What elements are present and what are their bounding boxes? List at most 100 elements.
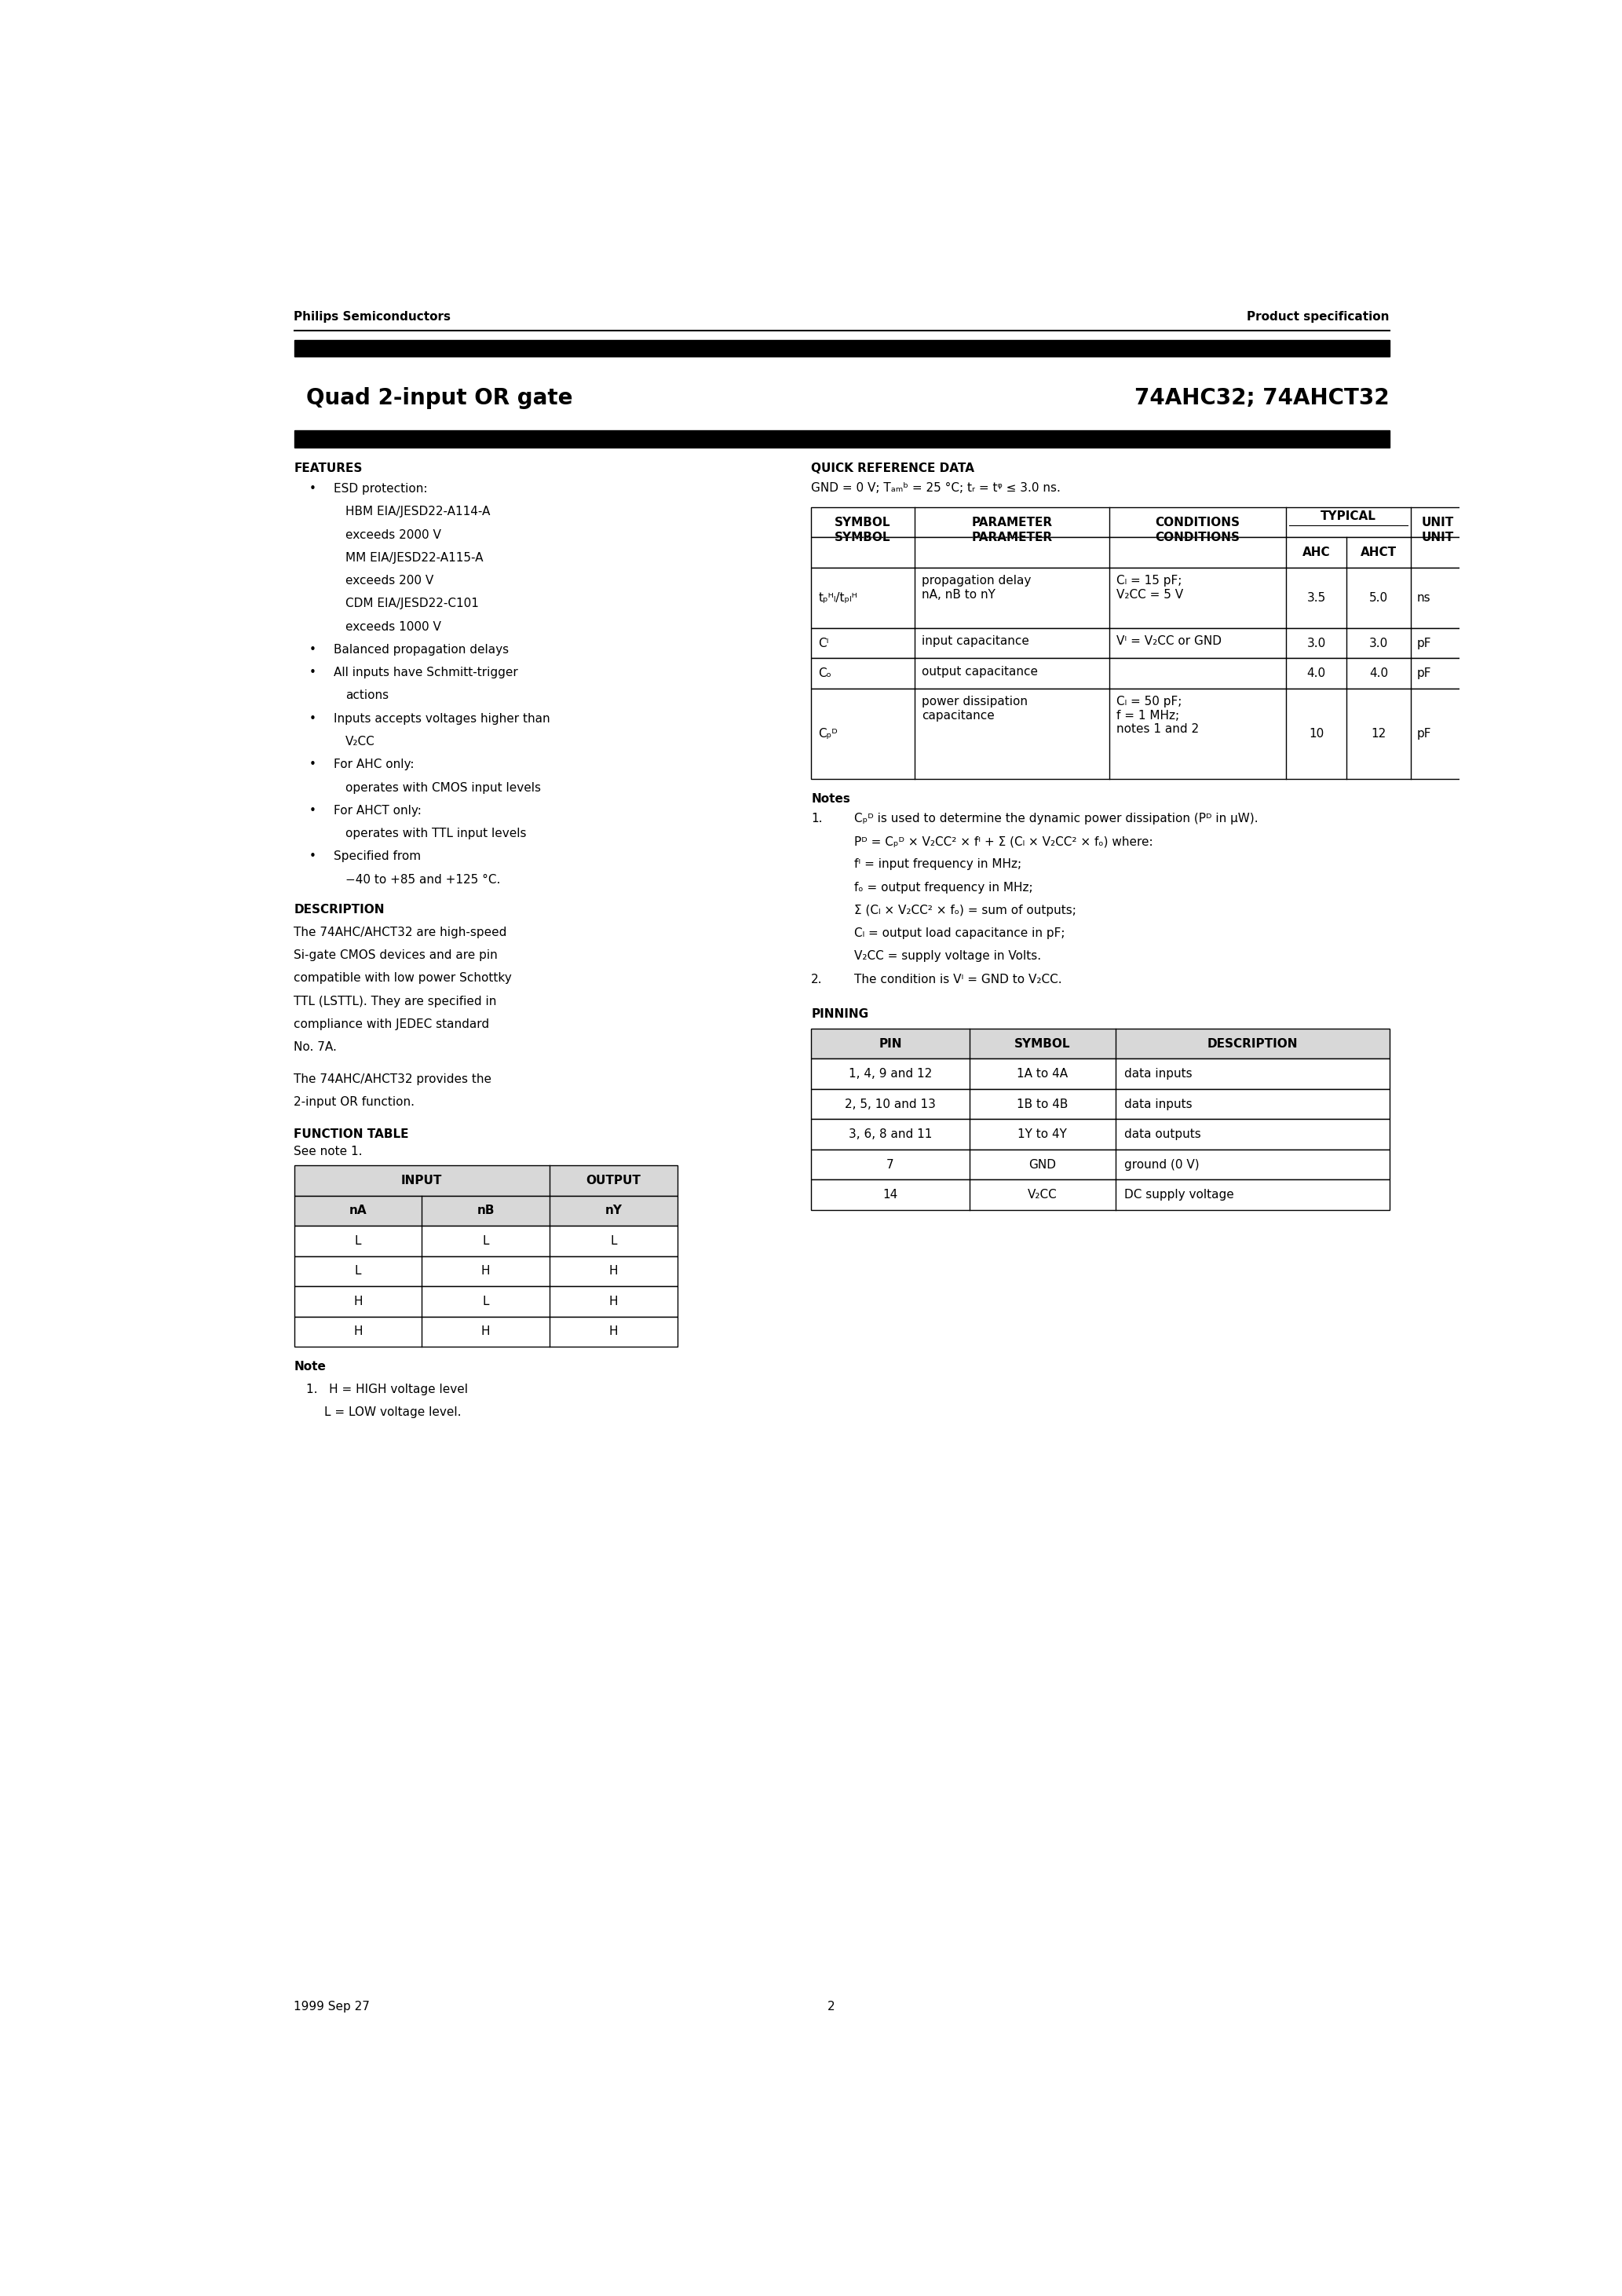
Text: Notes: Notes [811, 792, 850, 806]
Text: GND = 0 V; Tₐₘᵇ = 25 °C; tᵣ = tᵠ ≤ 3.0 ns.: GND = 0 V; Tₐₘᵇ = 25 °C; tᵣ = tᵠ ≤ 3.0 n… [811, 482, 1061, 494]
Text: Si-gate CMOS devices and are pin: Si-gate CMOS devices and are pin [294, 951, 498, 962]
Text: L: L [610, 1235, 616, 1247]
Text: SYMBOL: SYMBOL [835, 530, 890, 544]
Text: V₂CC: V₂CC [1028, 1189, 1058, 1201]
Text: The 74AHC/AHCT32 provides the: The 74AHC/AHCT32 provides the [294, 1075, 491, 1086]
Text: ESD protection:: ESD protection: [334, 482, 427, 496]
Text: Product specification: Product specification [1247, 312, 1388, 324]
Text: •: • [310, 804, 316, 817]
Bar [811, 1150, 1388, 1180]
Text: 12: 12 [1371, 728, 1387, 739]
Text: data outputs: data outputs [1124, 1127, 1202, 1141]
Text: Quad 2-input OR gate: Quad 2-input OR gate [307, 386, 573, 409]
Text: Vᴵ = V₂CC or GND: Vᴵ = V₂CC or GND [1116, 636, 1221, 647]
Text: TTL (LSTTL). They are specified in: TTL (LSTTL). They are specified in [294, 996, 496, 1008]
Text: operates with CMOS input levels: operates with CMOS input levels [345, 781, 542, 794]
Text: 3, 6, 8 and 11: 3, 6, 8 and 11 [848, 1127, 933, 1141]
Bar [811, 1029, 1388, 1058]
Text: output capacitance: output capacitance [921, 666, 1038, 677]
Text: 1Y to 4Y: 1Y to 4Y [1017, 1127, 1067, 1141]
Bar [294, 1226, 678, 1256]
Text: 3.0: 3.0 [1369, 638, 1388, 650]
Text: PARAMETER: PARAMETER [972, 530, 1053, 544]
Text: SYMBOL: SYMBOL [835, 530, 890, 544]
Text: pF: pF [1416, 668, 1431, 680]
Text: Σ (Cₗ × V₂CC² × fₒ) = sum of outputs;: Σ (Cₗ × V₂CC² × fₒ) = sum of outputs; [853, 905, 1075, 916]
Text: Specified from: Specified from [334, 850, 420, 863]
Text: Cₚᴰ is used to determine the dynamic power dissipation (Pᴰ in μW).: Cₚᴰ is used to determine the dynamic pow… [853, 813, 1257, 824]
Text: H: H [608, 1265, 618, 1277]
Text: H: H [608, 1325, 618, 1339]
Text: DC supply voltage: DC supply voltage [1124, 1189, 1234, 1201]
Text: 4.0: 4.0 [1369, 668, 1388, 680]
Bar [811, 567, 1465, 629]
Text: compliance with JEDEC standard: compliance with JEDEC standard [294, 1019, 490, 1031]
Text: −40 to +85 and +125 °C.: −40 to +85 and +125 °C. [345, 872, 501, 886]
Text: •: • [310, 712, 316, 726]
Text: power dissipation
capacitance: power dissipation capacitance [921, 696, 1028, 721]
Text: 74AHC32; 74AHCT32: 74AHC32; 74AHCT32 [1134, 386, 1388, 409]
Text: For AHC only:: For AHC only: [334, 758, 414, 771]
Text: UNIT: UNIT [1422, 517, 1453, 528]
Text: HBM EIA/JESD22-A114-A: HBM EIA/JESD22-A114-A [345, 505, 490, 519]
Text: tₚᴴₗ/tₚₗᴴ: tₚᴴₗ/tₚₗᴴ [819, 592, 858, 604]
Text: Cᴵ: Cᴵ [819, 638, 829, 650]
Text: Balanced propagation delays: Balanced propagation delays [334, 643, 509, 657]
Text: exceeds 1000 V: exceeds 1000 V [345, 620, 441, 634]
Text: For AHCT only:: For AHCT only: [334, 804, 422, 817]
Text: 5.0: 5.0 [1369, 592, 1388, 604]
Text: TYPICAL: TYPICAL [1320, 510, 1375, 521]
Text: 2, 5, 10 and 13: 2, 5, 10 and 13 [845, 1097, 936, 1109]
Text: Note: Note [294, 1362, 326, 1373]
Bar [294, 1166, 678, 1196]
Text: •: • [310, 643, 316, 657]
Text: 1A to 4A: 1A to 4A [1017, 1068, 1067, 1079]
Text: H: H [482, 1325, 490, 1339]
Text: Pᴰ = Cₚᴰ × V₂CC² × fᴵ + Σ (Cₗ × V₂CC² × fₒ) where:: Pᴰ = Cₚᴰ × V₂CC² × fᴵ + Σ (Cₗ × V₂CC² × … [853, 836, 1153, 847]
Text: L: L [355, 1235, 362, 1247]
Text: 2: 2 [827, 2002, 835, 2014]
Text: CONDITIONS: CONDITIONS [1155, 530, 1239, 544]
Text: FUNCTION TABLE: FUNCTION TABLE [294, 1130, 409, 1141]
Text: exceeds 200 V: exceeds 200 V [345, 574, 433, 588]
Text: PINNING: PINNING [811, 1008, 869, 1019]
Text: nB: nB [477, 1205, 495, 1217]
Text: PIN: PIN [879, 1038, 902, 1049]
Text: fₒ = output frequency in MHz;: fₒ = output frequency in MHz; [853, 882, 1033, 893]
Text: L: L [482, 1295, 488, 1306]
Text: PARAMETER: PARAMETER [972, 517, 1053, 528]
Text: See note 1.: See note 1. [294, 1146, 363, 1157]
Text: No. 7A.: No. 7A. [294, 1042, 337, 1054]
Text: 3.5: 3.5 [1307, 592, 1325, 604]
Bar [811, 1088, 1388, 1118]
Text: The 74AHC/AHCT32 are high-speed: The 74AHC/AHCT32 are high-speed [294, 928, 508, 939]
Text: operates with TTL input levels: operates with TTL input levels [345, 827, 527, 840]
Text: exceeds 2000 V: exceeds 2000 V [345, 528, 441, 542]
Text: pF: pF [1416, 638, 1431, 650]
Bar [811, 1180, 1388, 1210]
Text: INPUT: INPUT [401, 1176, 443, 1187]
Bar [294, 1196, 678, 1226]
Text: SYMBOL: SYMBOL [1014, 1038, 1071, 1049]
Text: nY: nY [605, 1205, 623, 1217]
Text: Philips Semiconductors: Philips Semiconductors [294, 312, 451, 324]
Bar [294, 1286, 678, 1316]
Bar [294, 1316, 678, 1348]
Text: ns: ns [1416, 592, 1431, 604]
Text: propagation delay
nA, nB to nY: propagation delay nA, nB to nY [921, 574, 1032, 599]
Text: 1999 Sep 27: 1999 Sep 27 [294, 2002, 370, 2014]
Bar [294, 340, 1388, 356]
Text: compatible with low power Schottky: compatible with low power Schottky [294, 974, 513, 985]
Text: DESCRIPTION: DESCRIPTION [294, 905, 384, 916]
Text: The condition is Vᴵ = GND to V₂CC.: The condition is Vᴵ = GND to V₂CC. [853, 974, 1061, 985]
Text: GND: GND [1028, 1159, 1056, 1171]
Text: 2-input OR function.: 2-input OR function. [294, 1097, 415, 1109]
Text: 14: 14 [882, 1189, 899, 1201]
Text: OUTPUT: OUTPUT [586, 1176, 641, 1187]
Bar [811, 1058, 1388, 1088]
Text: Cₗ = 50 pF;
f = 1 MHz;
notes 1 and 2: Cₗ = 50 pF; f = 1 MHz; notes 1 and 2 [1116, 696, 1199, 735]
Text: All inputs have Schmitt-trigger: All inputs have Schmitt-trigger [334, 666, 517, 680]
Text: V₂CC = supply voltage in Volts.: V₂CC = supply voltage in Volts. [853, 951, 1041, 962]
Text: L = LOW voltage level.: L = LOW voltage level. [324, 1407, 461, 1419]
Text: L: L [355, 1265, 362, 1277]
